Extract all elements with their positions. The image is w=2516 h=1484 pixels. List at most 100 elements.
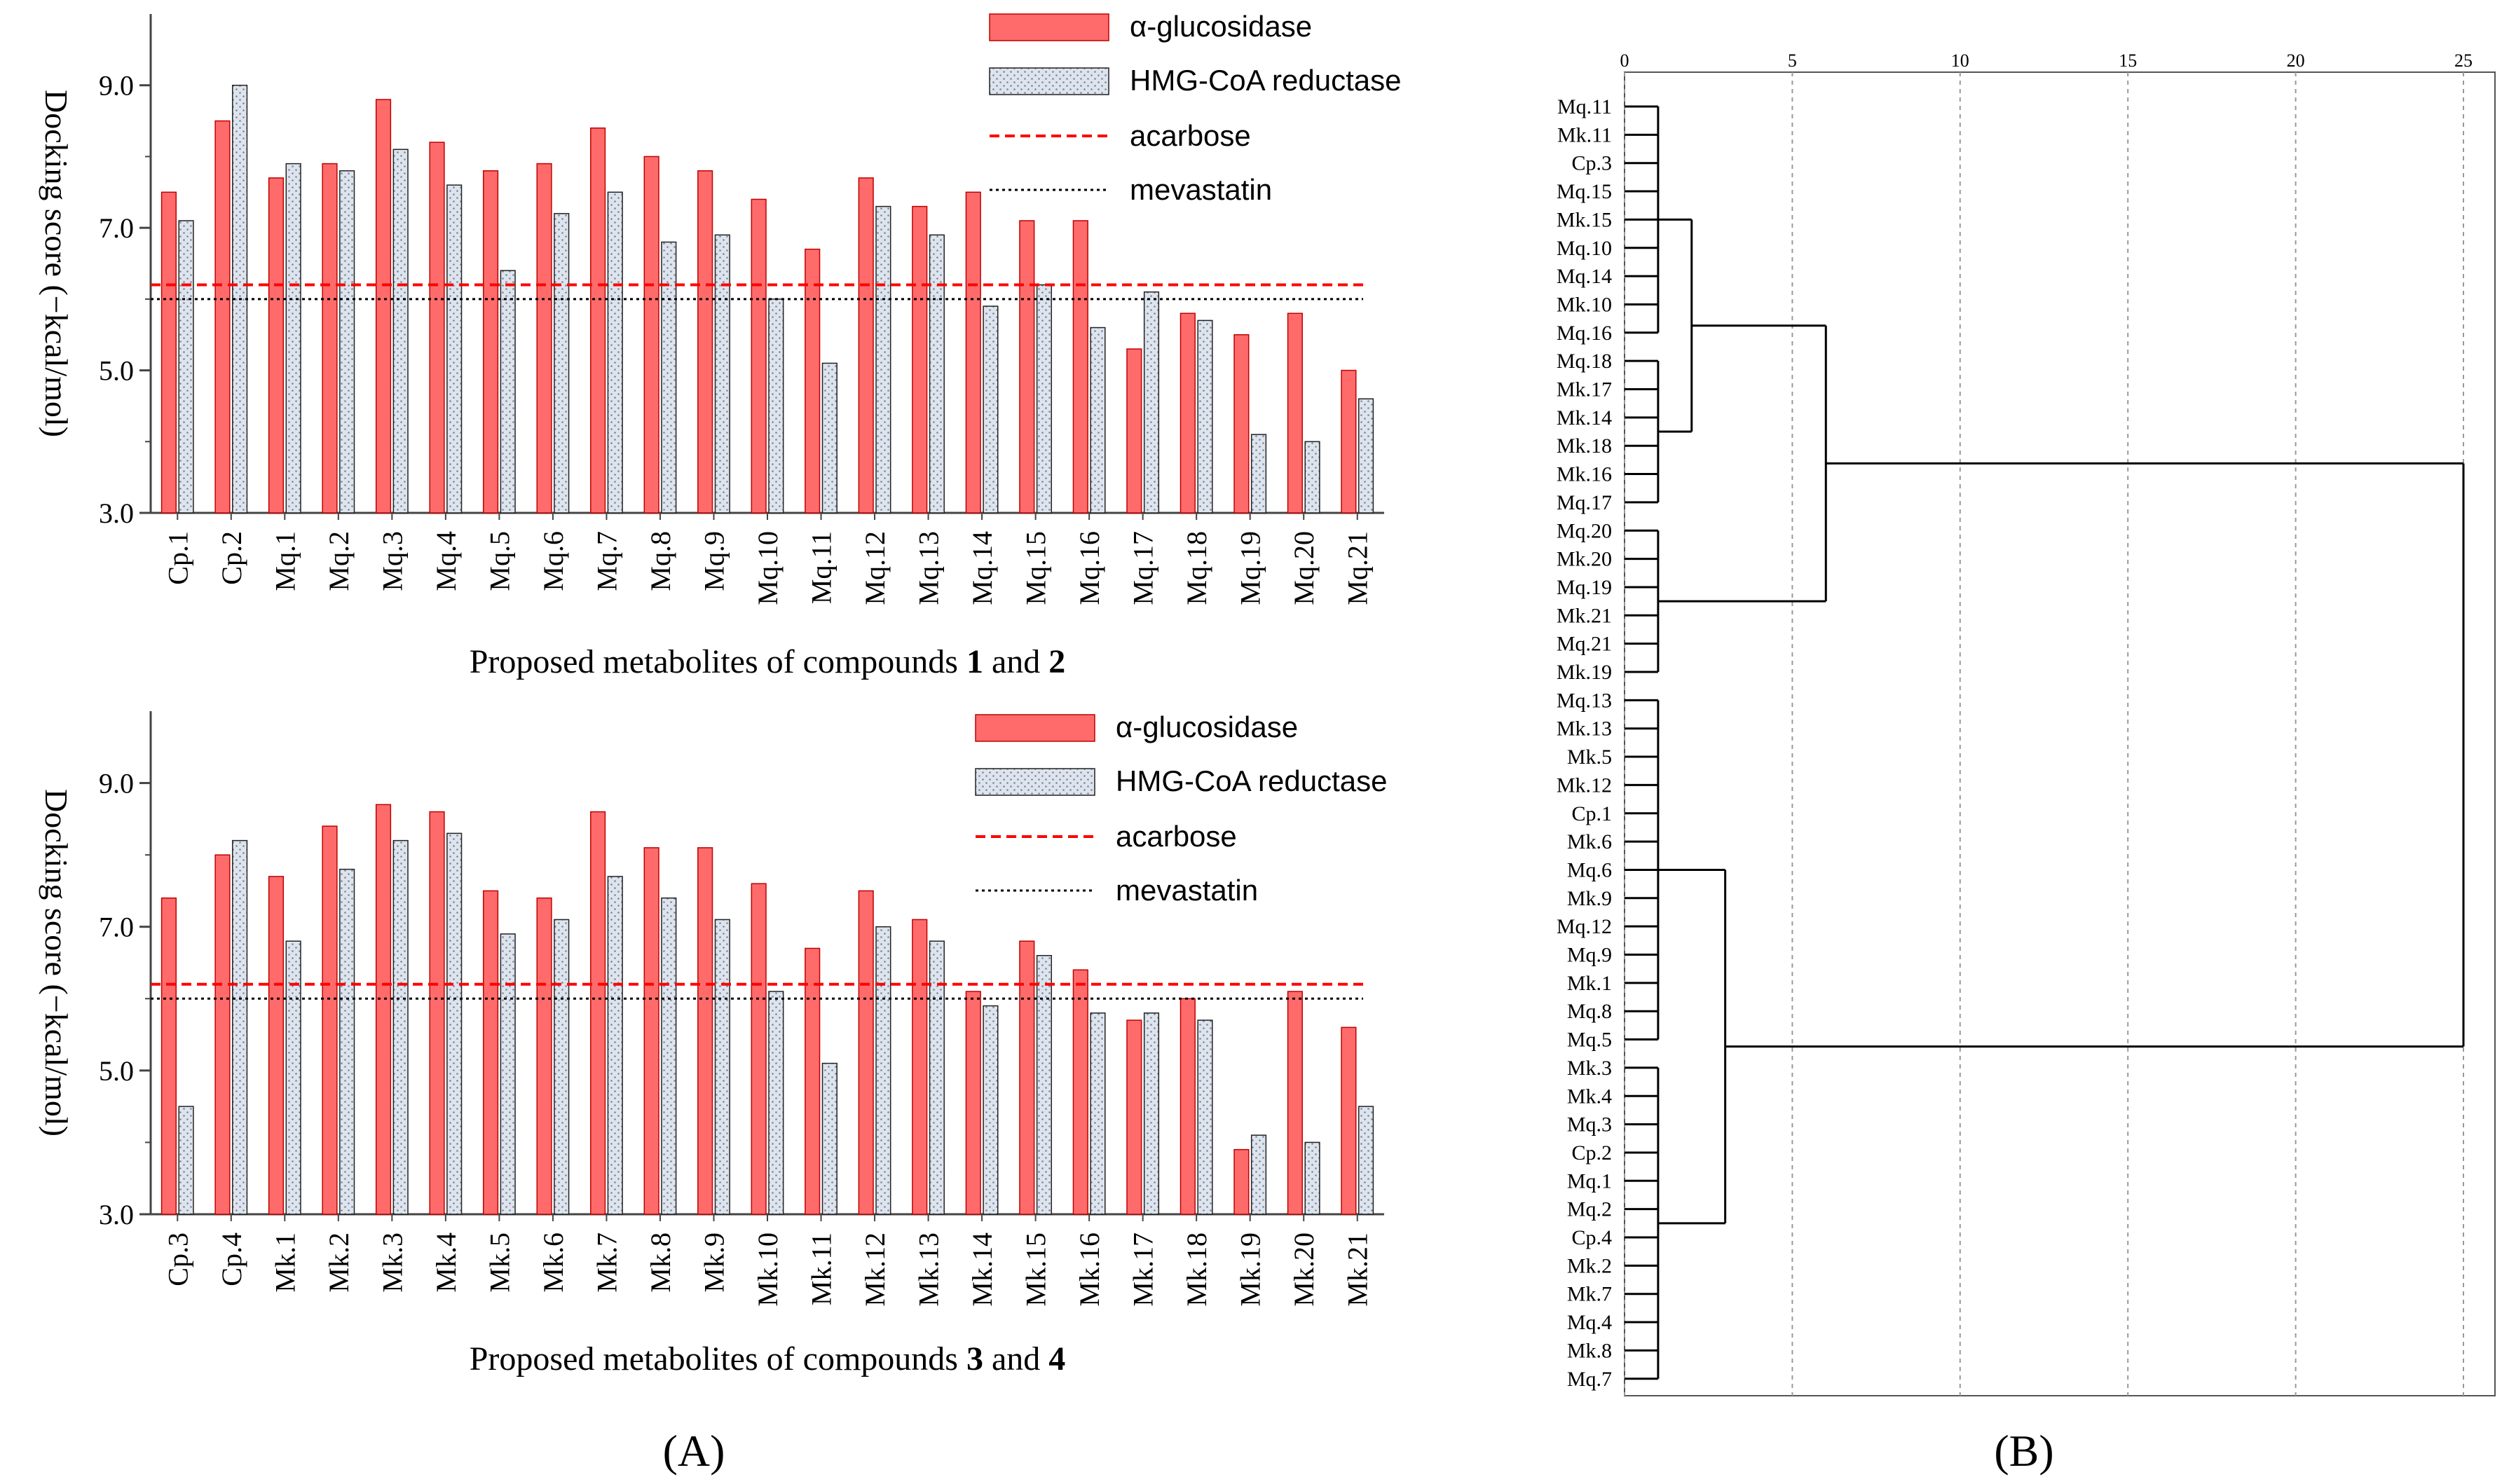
bar-hmg-coa-reductase bbox=[607, 876, 623, 1215]
bar-hmg-coa-reductase bbox=[500, 933, 516, 1215]
bar-hmg-coa-reductase bbox=[821, 362, 837, 514]
bar-alpha-glucosidase bbox=[1287, 312, 1303, 514]
bar-alpha-glucosidase bbox=[1126, 348, 1142, 514]
dendrogram-tick-label: 20 bbox=[2287, 50, 2305, 71]
bar-hmg-coa-reductase bbox=[392, 149, 409, 514]
x-tick-label: Mk.14 bbox=[966, 1232, 998, 1307]
dendrogram-leaf-label: Mq.20 bbox=[1557, 519, 1612, 542]
dendrogram-leaf-label: Mk.13 bbox=[1557, 717, 1612, 741]
bar-alpha-glucosidase bbox=[268, 177, 285, 514]
y-tick-label: 5.0 bbox=[99, 355, 134, 387]
x-tick-label: Mk.9 bbox=[698, 1232, 730, 1293]
bar-alpha-glucosidase bbox=[536, 897, 552, 1215]
bar-alpha-glucosidase bbox=[965, 991, 981, 1215]
dendrogram-leaf-label: Mk.15 bbox=[1557, 208, 1612, 231]
dendrogram-leaf-label: Cp.2 bbox=[1571, 1141, 1612, 1164]
x-tick-label: Mk.1 bbox=[269, 1232, 301, 1293]
bar-hmg-coa-reductase bbox=[661, 241, 677, 514]
x-tick-label: Mk.4 bbox=[430, 1232, 462, 1293]
legend-swatch-alpha-glucosidase bbox=[975, 714, 1095, 742]
bar-hmg-coa-reductase bbox=[392, 839, 409, 1215]
bar-hmg-coa-reductase bbox=[554, 919, 570, 1215]
bar-hmg-coa-reductase bbox=[929, 234, 945, 514]
y-tick-label: 5.0 bbox=[99, 1055, 134, 1087]
dendrogram-leaf-label: Mq.7 bbox=[1567, 1368, 1612, 1391]
bar-alpha-glucosidase bbox=[858, 177, 874, 514]
bar-hmg-coa-reductase bbox=[285, 163, 301, 514]
dendrogram-chart: 0 5 10 15 20 25 Mq.11 Mk.11 Cp.3 Mq.15 Mk.15 Mq.10 M… bbox=[1557, 50, 2496, 1396]
bar-alpha-glucosidase bbox=[751, 198, 767, 514]
dendrogram-leaf-label: Mk.11 bbox=[1557, 123, 1612, 146]
dendrogram-leaf-label: Mk.10 bbox=[1557, 293, 1612, 316]
legend-label-hmg-coa-reductase: HMG-CoA reductase bbox=[1130, 64, 1401, 97]
dendrogram-leaf-label: Mq.15 bbox=[1557, 180, 1612, 203]
bar-alpha-glucosidase bbox=[697, 847, 713, 1215]
bar-hmg-coa-reductase bbox=[1358, 398, 1374, 514]
bar-alpha-glucosidase bbox=[1180, 312, 1196, 514]
bar-alpha-glucosidase bbox=[1072, 969, 1088, 1215]
bar-alpha-glucosidase bbox=[429, 811, 445, 1215]
x-tick-label: Mk.8 bbox=[645, 1232, 676, 1293]
dendrogram-leaf-label: Mk.18 bbox=[1557, 434, 1612, 458]
bar-hmg-coa-reductase bbox=[1197, 1019, 1213, 1215]
bar-hmg-coa-reductase bbox=[1036, 954, 1053, 1215]
dendrogram-leaf-label: Mk.14 bbox=[1557, 406, 1612, 430]
dendrogram-leaf-label: Mq.9 bbox=[1567, 944, 1612, 967]
dendrogram-leaf-label: Mk.8 bbox=[1567, 1339, 1612, 1362]
bar-hmg-coa-reductase bbox=[1090, 1012, 1106, 1215]
dendrogram-leaf-label: Mq.2 bbox=[1567, 1198, 1612, 1221]
bar-hmg-coa-reductase bbox=[768, 298, 784, 514]
bar-alpha-glucosidase bbox=[1341, 1026, 1357, 1215]
bar-hmg-coa-reductase bbox=[446, 184, 463, 514]
x-tick-label: Mq.17 bbox=[1128, 531, 1159, 605]
y-tick-label: 9.0 bbox=[99, 70, 134, 102]
dendrogram-leaf-label: Mq.6 bbox=[1567, 858, 1612, 881]
bar-alpha-glucosidase bbox=[1180, 998, 1196, 1215]
x-tick-label: Cp.3 bbox=[162, 1232, 193, 1286]
x-tick-label: Mq.11 bbox=[806, 531, 837, 604]
bar-hmg-coa-reductase bbox=[232, 839, 248, 1215]
bar-alpha-glucosidase bbox=[912, 205, 928, 514]
dendrogram-leaf-label: Mk.21 bbox=[1557, 604, 1612, 627]
bar-alpha-glucosidase bbox=[1019, 940, 1035, 1215]
x-tick-label: Mq.5 bbox=[484, 531, 515, 591]
dendrogram-leaf-label: Mq.8 bbox=[1567, 1000, 1612, 1023]
dendrogram-leaf-label: Mk.9 bbox=[1567, 887, 1612, 910]
x-tick-label: Mk.16 bbox=[1074, 1232, 1105, 1307]
bar-alpha-glucosidase bbox=[1233, 1148, 1250, 1215]
dendrogram-leaf-label: Mk.20 bbox=[1557, 548, 1612, 571]
x-tick-label: Mq.3 bbox=[376, 531, 408, 591]
bar-alpha-glucosidase bbox=[697, 170, 713, 514]
x-tick-label: Cp.2 bbox=[216, 531, 247, 585]
dendrogram-leaf-label: Mk.1 bbox=[1567, 972, 1612, 995]
bar-hmg-coa-reductase bbox=[285, 940, 301, 1215]
x-tick-label: Mk.13 bbox=[913, 1232, 945, 1307]
legend-label-acarbose: acarbose bbox=[1116, 820, 1237, 853]
bar-hmg-coa-reductase bbox=[821, 1062, 837, 1215]
x-tick-label: Mk.21 bbox=[1342, 1232, 1374, 1307]
dendrogram-tick-label: 5 bbox=[1788, 50, 1797, 71]
bar-hmg-coa-reductase bbox=[1358, 1106, 1374, 1215]
bar-alpha-glucosidase bbox=[1233, 334, 1250, 514]
dendrogram-leaf-label: Mk.4 bbox=[1567, 1085, 1612, 1108]
dendrogram-leaf-label: Mk.6 bbox=[1567, 830, 1612, 853]
dendrogram-tick-label: 10 bbox=[1951, 50, 1969, 71]
dendrogram-leaf-label: Mq.5 bbox=[1567, 1029, 1612, 1052]
x-tick-label: Cp.4 bbox=[216, 1232, 247, 1286]
x-tick-label: Mq.14 bbox=[966, 531, 998, 605]
x-tick-label: Mq.21 bbox=[1342, 531, 1374, 605]
bar-hmg-coa-reductase bbox=[661, 897, 677, 1215]
bar-alpha-glucosidase bbox=[805, 947, 821, 1215]
legend-label-mevastatin: mevastatin bbox=[1130, 173, 1272, 206]
x-tick-label: Mq.2 bbox=[323, 531, 355, 591]
bar-alpha-glucosidase bbox=[322, 825, 338, 1215]
bar-hmg-coa-reductase bbox=[875, 926, 891, 1215]
bar-hmg-coa-reductase bbox=[875, 205, 891, 514]
x-tick-label: Mk.18 bbox=[1181, 1232, 1212, 1307]
x-tick-label: Mq.15 bbox=[1020, 531, 1052, 605]
dendrogram-leaf-label: Mq.12 bbox=[1557, 915, 1612, 938]
bar-alpha-glucosidase bbox=[643, 156, 659, 514]
legend-label-acarbose: acarbose bbox=[1130, 119, 1251, 152]
bar-alpha-glucosidase bbox=[965, 191, 981, 514]
